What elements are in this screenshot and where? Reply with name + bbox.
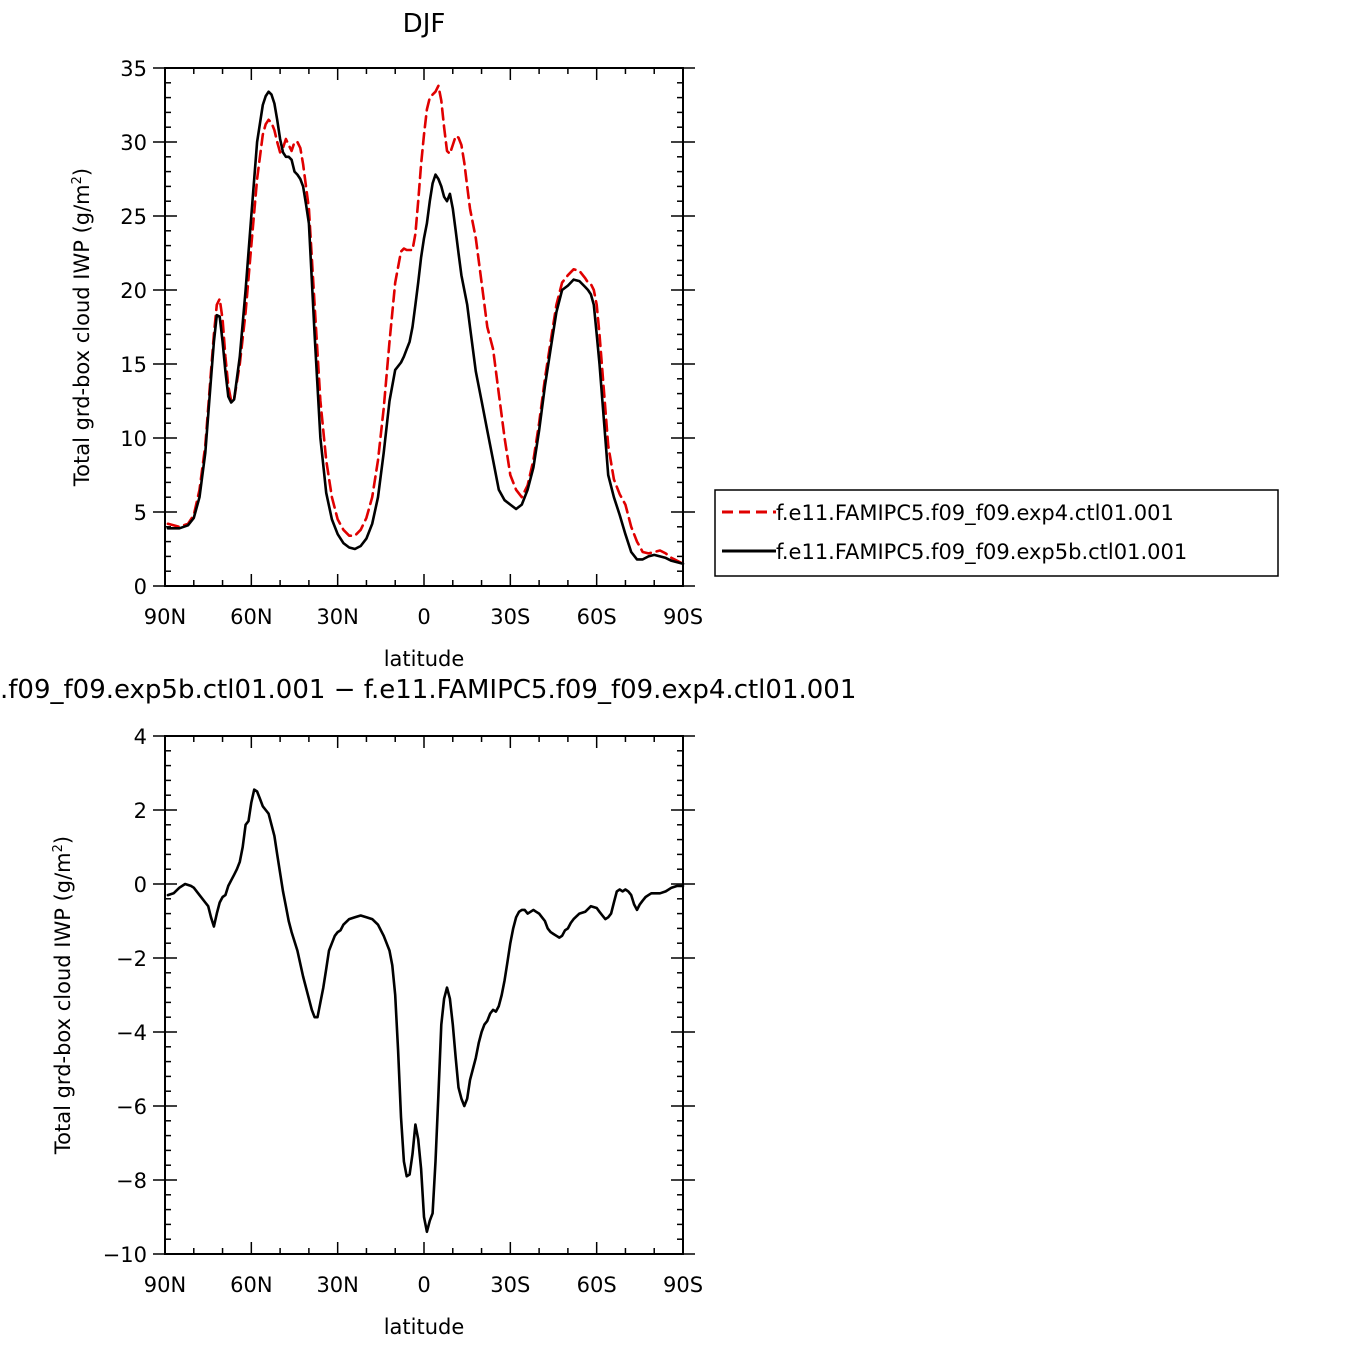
top-x-tick-label: 30N — [316, 605, 358, 629]
top-x-tick-label: 30S — [490, 605, 530, 629]
bottom-y-tick-label: −8 — [116, 1169, 147, 1193]
legend-box — [714, 489, 1279, 577]
top-series-line-0 — [166, 84, 685, 566]
bottom-y-tick-label: 2 — [134, 799, 147, 823]
bottom-x-tick-label: 90S — [663, 1273, 703, 1297]
legend: f.e11.FAMIPC5.f09_f09.exp4.ctl01.001 f.e… — [714, 489, 1279, 577]
top-y-tick-label: 15 — [120, 353, 147, 377]
bottom-x-tick-label: 30N — [316, 1273, 358, 1297]
top-y-tick-label: 5 — [134, 501, 147, 525]
bottom-y-axis-label: Total grd-box cloud IWP (g/m2) — [51, 836, 75, 1155]
top-y-tick-label: 35 — [120, 57, 147, 81]
top-y-axis-label-sup: 2 — [70, 176, 85, 184]
bottom-y-tick-label: 4 — [134, 725, 147, 749]
bottom-y-tick-label: −2 — [116, 947, 147, 971]
bottom-y-axis-label-close: ) — [51, 836, 75, 844]
bottom-y-axis-label-sup: 2 — [51, 844, 66, 852]
bottom-x-tick-label: 30S — [490, 1273, 530, 1297]
top-y-tick-label: 10 — [120, 427, 147, 451]
top-series-line-1 — [166, 90, 685, 566]
bottom-y-tick-label: −6 — [116, 1095, 147, 1119]
bottom-x-tick-label: 60S — [577, 1273, 617, 1297]
bottom-chart-title: .f09_f09.exp5b.ctl01.001 − f.e11.FAMIPC5… — [0, 675, 856, 705]
top-y-axis-label-close: ) — [70, 168, 94, 176]
top-x-tick-label: 60N — [230, 605, 272, 629]
top-y-tick-label: 20 — [120, 279, 147, 303]
top-x-tick-label: 90S — [663, 605, 703, 629]
legend-label-exp4: f.e11.FAMIPC5.f09_f09.exp4.ctl01.001 — [776, 501, 1174, 526]
top-chart-title: DJF — [403, 9, 446, 39]
bottom-series-line-0 — [166, 788, 685, 1234]
top-panel: DJF 90N 60N 30N 0 30S 60S 90S 0 5 10 15 20 25 30 35 la… — [70, 9, 1279, 671]
bottom-series-group — [166, 788, 685, 1234]
bottom-axis-ticks: 90N 60N 30N 0 30S 60S 90S −10 −8 −6 −4 −2 0 2 4 — [103, 725, 703, 1297]
top-y-axis-label: Total grd-box cloud IWP (g/m2) — [70, 168, 94, 487]
top-y-tick-label: 0 — [134, 575, 147, 599]
top-y-tick-label: 30 — [120, 131, 147, 155]
top-y-axis-label-main: Total grd-box cloud IWP (g/m — [70, 184, 94, 487]
bottom-x-tick-label: 60N — [230, 1273, 272, 1297]
bottom-y-tick-label: −4 — [116, 1021, 147, 1045]
bottom-plot-frame — [164, 735, 684, 1255]
top-series-group — [166, 84, 685, 566]
top-y-tick-label: 25 — [120, 205, 147, 229]
top-x-axis-label: latitude — [384, 647, 465, 671]
bottom-x-tick-label: 0 — [417, 1273, 430, 1297]
top-x-tick-label: 90N — [144, 605, 186, 629]
top-axis-ticks: 90N 60N 30N 0 30S 60S 90S 0 5 10 15 20 25 30 35 — [120, 57, 703, 629]
top-x-tick-label: 60S — [577, 605, 617, 629]
bottom-x-tick-label: 90N — [144, 1273, 186, 1297]
bottom-panel: .f09_f09.exp5b.ctl01.001 − f.e11.FAMIPC5… — [0, 675, 856, 1339]
top-x-tick-label: 0 — [417, 605, 430, 629]
bottom-y-tick-label: 0 — [134, 873, 147, 897]
bottom-y-tick-label: −10 — [103, 1243, 147, 1267]
bottom-y-axis-label-main: Total grd-box cloud IWP (g/m — [51, 852, 75, 1155]
legend-label-exp5b: f.e11.FAMIPC5.f09_f09.exp5b.ctl01.001 — [776, 540, 1187, 565]
bottom-x-axis-label: latitude — [384, 1315, 465, 1339]
